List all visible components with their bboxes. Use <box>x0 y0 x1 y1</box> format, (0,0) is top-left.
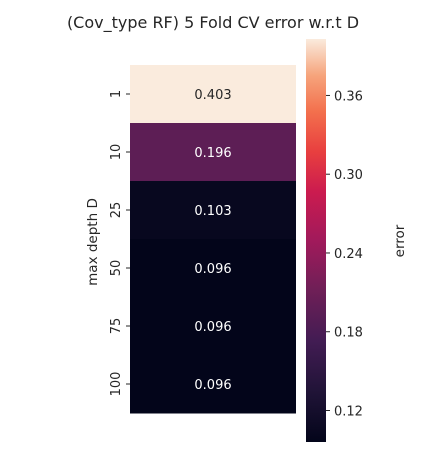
cell-value-label: 0.103 <box>194 204 231 219</box>
row-tick-label: 1 <box>109 90 124 98</box>
heatmap-cells: 0.403 0.196 0.103 0.096 0.096 0.096 <box>130 65 296 414</box>
heatmap-cell <box>130 355 296 414</box>
row-tick-label: 10 <box>109 144 124 161</box>
heatmap-cell <box>130 239 296 298</box>
colorbar-tick-label: 0.24 <box>334 247 363 262</box>
heatmap-cell <box>130 123 296 182</box>
row-tick-label: 25 <box>109 202 124 219</box>
cell-value-label: 0.096 <box>194 320 231 335</box>
heatmap-cell <box>130 181 296 240</box>
y-axis-label: max depth D <box>85 198 101 286</box>
colorbar-ticks: 0.36 0.30 0.24 0.18 0.12 <box>326 89 363 419</box>
row-ticks: 1 10 25 50 75 100 <box>109 90 130 397</box>
colorbar-tick-label: 0.18 <box>334 326 363 341</box>
cell-value-label: 0.403 <box>194 88 231 103</box>
colorbar-label: error <box>392 224 408 257</box>
colorbar-tick-label: 0.30 <box>334 168 363 183</box>
row-tick-label: 75 <box>109 318 124 335</box>
cell-value-label: 0.096 <box>194 262 231 277</box>
row-tick-label: 100 <box>109 372 124 397</box>
colorbar-tick-label: 0.36 <box>334 89 363 104</box>
colorbar <box>306 39 326 442</box>
chart-title: (Cov_type RF) 5 Fold CV error w.r.t D <box>67 13 359 33</box>
colorbar-tick-label: 0.12 <box>334 404 363 419</box>
cell-value-label: 0.096 <box>194 378 231 393</box>
heatmap-cell <box>130 297 296 356</box>
row-tick-label: 50 <box>109 260 124 277</box>
heatmap-cell <box>130 65 296 124</box>
cell-value-label: 0.196 <box>194 146 231 161</box>
